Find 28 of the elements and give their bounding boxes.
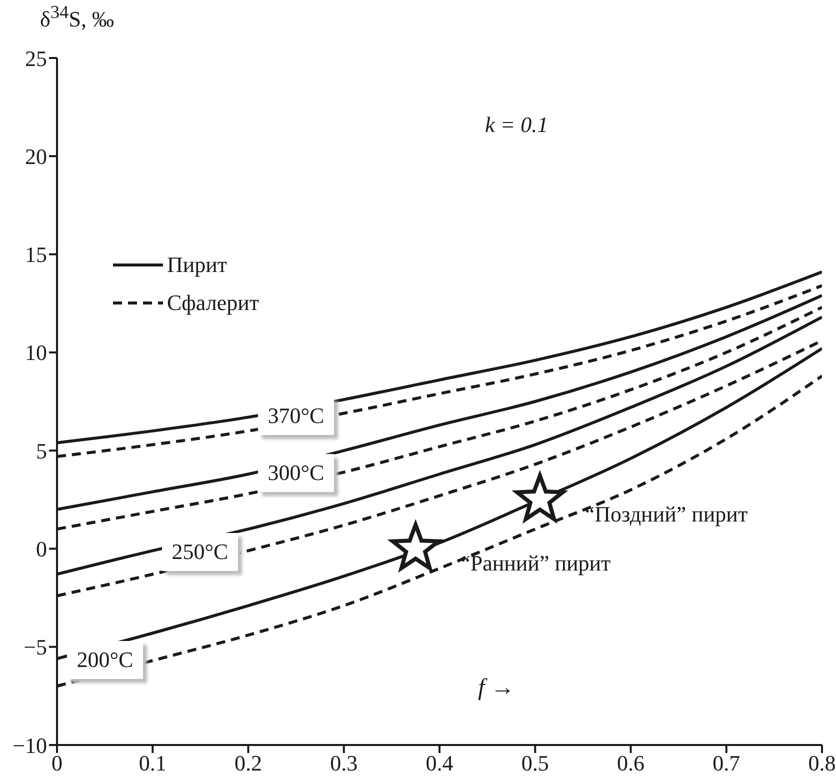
y-tick-label: 25 [25, 46, 47, 71]
y-tick-label: −5 [24, 634, 47, 660]
x-tick-label: 0.3 [330, 750, 358, 776]
x-tick-label: 0.4 [426, 750, 454, 776]
annotation: 200°C [67, 641, 143, 679]
x-tick-label: 0.5 [521, 750, 549, 776]
y-tick-label: 5 [36, 438, 47, 464]
legend-label: Сфалерит [167, 290, 260, 316]
data-label: “Ранний” пирит [460, 550, 612, 576]
annotation: 250°C [162, 533, 238, 571]
annotation: k = 0.1 [485, 112, 548, 138]
legend-label: Пирит [167, 252, 228, 278]
data-label: “Поздний” пирит [584, 502, 748, 527]
annotation: 370°C [258, 397, 334, 435]
annotation: 300°C [258, 454, 334, 492]
y-axis-title: δ$^{34}$S, ‰ [40, 2, 114, 32]
x-tick-label: 0.8 [808, 750, 836, 776]
x-axis-title: f → [478, 675, 515, 702]
y-tick-label: −10 [12, 732, 47, 758]
x-tick-label: 0.7 [712, 750, 740, 776]
y-tick-label: 10 [25, 340, 47, 366]
x-tick-label: 0.1 [138, 750, 166, 776]
x-tick-label: 0.2 [234, 750, 262, 776]
y-tick-label: 15 [25, 242, 47, 268]
x-tick-label: 0.6 [617, 750, 644, 776]
y-tick-label: 20 [25, 144, 47, 169]
x-tick-label: 0 [52, 750, 62, 776]
y-tick-label: 0 [36, 536, 47, 562]
